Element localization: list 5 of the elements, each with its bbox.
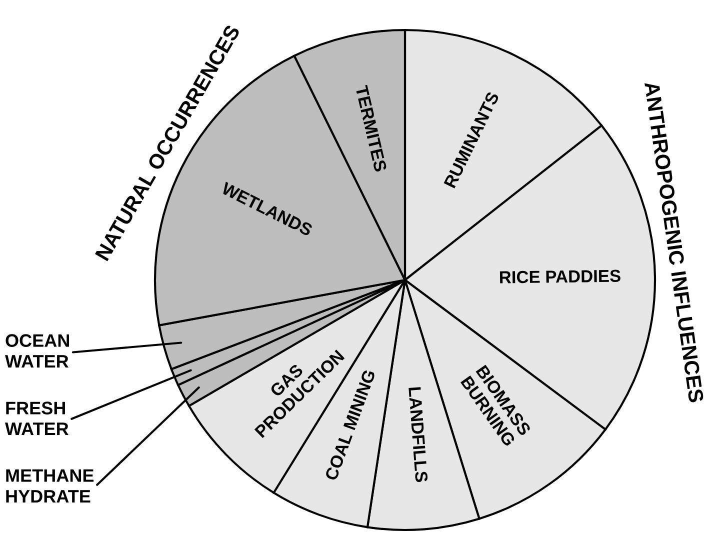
slice-label: RICE PADDIES <box>500 270 620 284</box>
slice-label: METHANE HYDRATE <box>6 469 94 503</box>
slice-label: LANDFILLS <box>408 387 428 482</box>
slice-label: OCEAN WATER <box>5 334 69 368</box>
slice-label: FRESH WATER <box>5 402 68 436</box>
